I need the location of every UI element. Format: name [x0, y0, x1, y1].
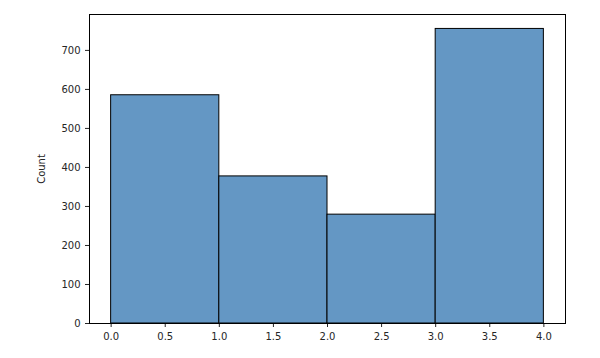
svg-text:4.0: 4.0 [536, 331, 552, 342]
svg-text:200: 200 [61, 240, 80, 251]
svg-text:400: 400 [61, 162, 80, 173]
svg-text:600: 600 [61, 84, 80, 95]
svg-text:300: 300 [61, 201, 80, 212]
svg-text:3.0: 3.0 [428, 331, 444, 342]
svg-text:0.0: 0.0 [103, 331, 119, 342]
svg-text:1.5: 1.5 [265, 331, 281, 342]
svg-text:2.5: 2.5 [374, 331, 390, 342]
svg-text:1.0: 1.0 [211, 331, 227, 342]
svg-text:100: 100 [61, 279, 80, 290]
svg-text:500: 500 [61, 123, 80, 134]
svg-text:0.5: 0.5 [157, 331, 173, 342]
svg-text:0: 0 [74, 318, 80, 329]
svg-text:3.5: 3.5 [482, 331, 498, 342]
svg-text:700: 700 [61, 45, 80, 56]
svg-text:2.0: 2.0 [320, 331, 336, 342]
svg-text:Count: Count [36, 154, 47, 184]
